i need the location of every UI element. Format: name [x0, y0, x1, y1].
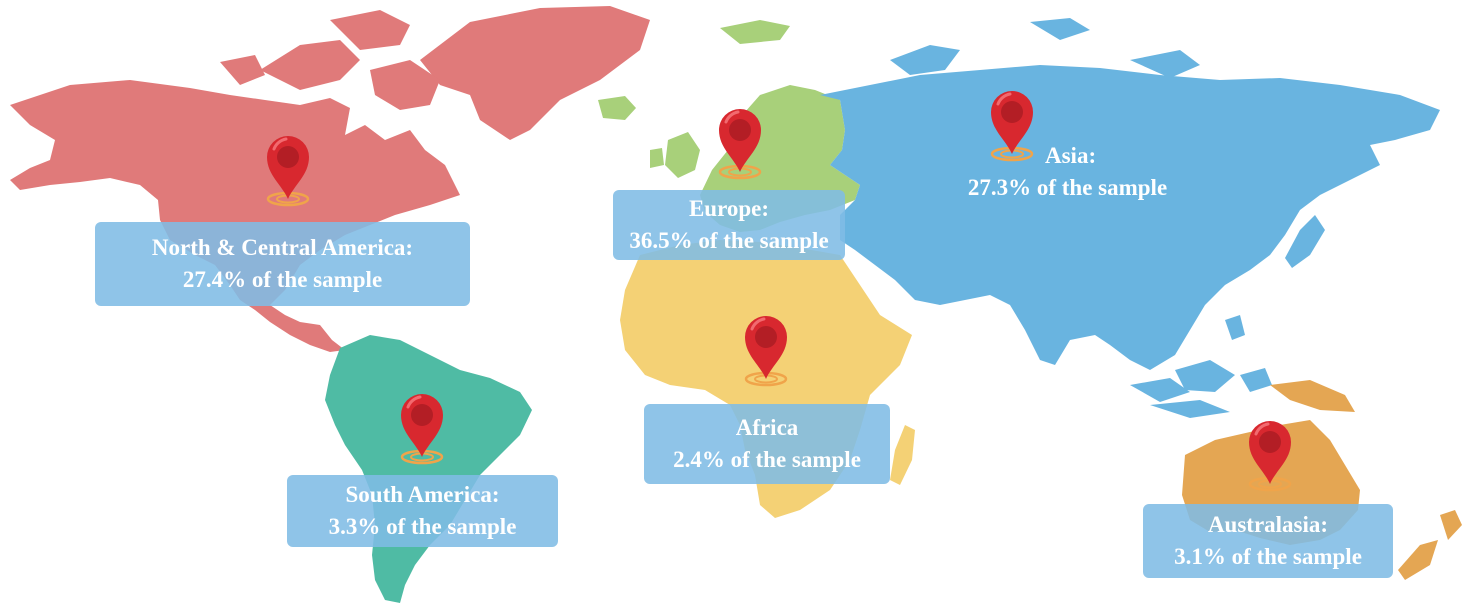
region-share: 2.4% of the sample	[644, 444, 890, 476]
continent-south-america	[325, 335, 532, 603]
region-label-asia: Asia: 27.3% of the sample	[935, 140, 1200, 204]
region-label-australasia: Australasia: 3.1% of the sample	[1143, 504, 1393, 578]
region-share: 27.3% of the sample	[935, 172, 1200, 204]
region-name: Asia:	[935, 140, 1200, 172]
region-name: Europe:	[613, 193, 845, 225]
map-pin-icon	[1249, 421, 1291, 490]
region-label-north-central-america: North & Central America: 27.4% of the sa…	[95, 222, 470, 306]
region-name: Africa	[644, 412, 890, 444]
region-share: 27.4% of the sample	[95, 264, 470, 296]
region-label-south-america: South America: 3.3% of the sample	[287, 475, 558, 547]
region-name: South America:	[287, 479, 558, 511]
continent-asia	[820, 18, 1440, 418]
map-pin-icon	[267, 136, 309, 205]
region-share: 3.3% of the sample	[287, 511, 558, 543]
map-pin-icon	[401, 394, 443, 463]
map-pin-icon	[719, 109, 761, 178]
region-share: 36.5% of the sample	[613, 225, 845, 257]
region-share: 3.1% of the sample	[1143, 541, 1393, 573]
region-name: Australasia:	[1143, 509, 1393, 541]
region-label-europe: Europe: 36.5% of the sample	[613, 190, 845, 260]
map-pin-icon	[745, 316, 787, 385]
region-label-africa: Africa 2.4% of the sample	[644, 404, 890, 484]
region-name: North & Central America:	[95, 232, 470, 264]
